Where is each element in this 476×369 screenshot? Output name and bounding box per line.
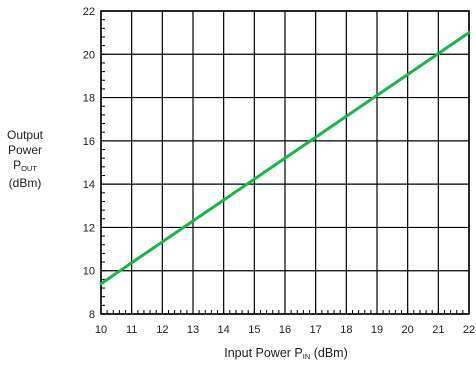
y-tick-label: 12 <box>83 222 95 234</box>
x-tick-label: 19 <box>371 324 383 336</box>
y-tick-label: 22 <box>83 6 95 18</box>
y-axis-label-line-2: Power <box>7 143 42 157</box>
y-axis-subscript: OUT <box>21 164 37 173</box>
x-axis-label: Input Power PIN (dBm) <box>100 346 472 361</box>
x-tick-label: 12 <box>156 324 168 336</box>
y-tick-label: 18 <box>83 93 95 105</box>
x-axis-subscript: IN <box>302 352 311 361</box>
plot-frame <box>100 10 470 315</box>
tick-labels: 10 11 12 13 14 15 16 17 18 19 20 21 2281012141618202… <box>83 6 475 336</box>
x-tick-label: 10 <box>95 324 107 336</box>
x-axis-unit: (dBm) <box>313 346 348 360</box>
x-tick-label: 14 <box>218 324 230 336</box>
y-tick-label: 10 <box>83 266 95 278</box>
x-tick-label: 11 <box>126 324 137 336</box>
x-axis-label-text: Input Power P <box>224 346 303 360</box>
y-tick-label: 8 <box>89 309 95 321</box>
y-tick-label: 14 <box>83 179 95 191</box>
x-tick-label: 21 <box>432 324 444 336</box>
y-tick-label: 16 <box>83 136 95 148</box>
y-axis-label: Output Power POUT (dBm) <box>0 128 50 191</box>
y-axis-symbol: P <box>13 158 22 172</box>
series-line-1 <box>99 31 471 286</box>
grid <box>100 10 470 315</box>
x-tick-label: 16 <box>279 324 291 336</box>
series <box>99 31 471 286</box>
y-axis-label-line-3: POUT <box>0 158 50 176</box>
y-axis-label-line-1: Output <box>6 128 44 142</box>
x-tick-label: 15 <box>248 324 260 336</box>
y-axis-unit: (dBm) <box>8 176 42 190</box>
x-tick-label: 13 <box>187 324 199 336</box>
x-tick-label: 20 <box>402 324 414 336</box>
x-tick-label: 17 <box>310 324 322 336</box>
x-tick-label: 18 <box>340 324 352 336</box>
x-tick-label: 22 <box>463 324 475 336</box>
y-tick-label: 20 <box>83 49 95 61</box>
